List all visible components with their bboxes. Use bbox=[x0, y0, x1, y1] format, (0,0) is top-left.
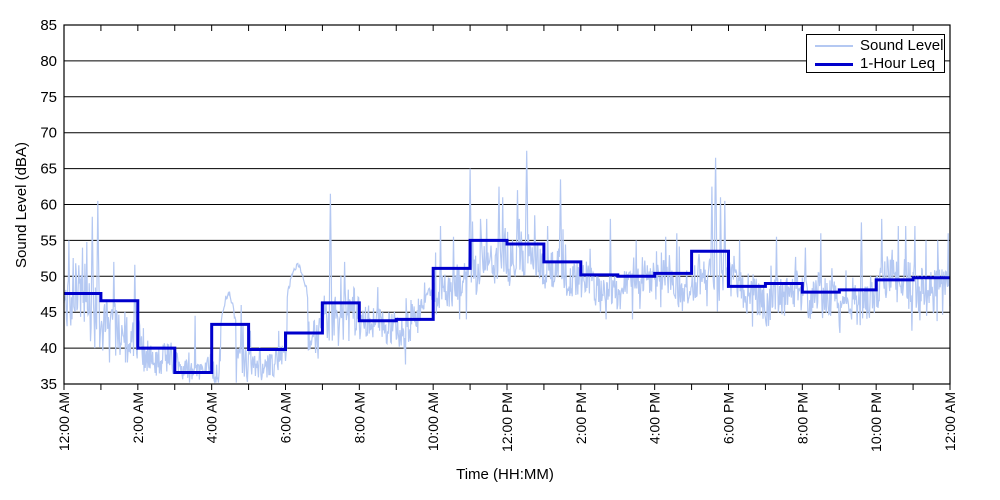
y-tick-label: 80 bbox=[40, 53, 57, 70]
leq-series bbox=[64, 238, 950, 374]
legend-label-sound-level: Sound Level bbox=[860, 37, 944, 54]
y-tick-label: 35 bbox=[40, 376, 57, 393]
y-tick-label: 65 bbox=[40, 161, 57, 178]
y-tick-label: 55 bbox=[40, 232, 57, 249]
x-tick-label: 8:00 AM bbox=[351, 392, 367, 443]
x-tick-label: 8:00 PM bbox=[794, 392, 810, 444]
y-tick-label: 45 bbox=[40, 304, 57, 321]
y-tick-label: 75 bbox=[40, 89, 57, 106]
x-tick-label: 4:00 AM bbox=[204, 392, 220, 443]
x-tick-label: 10:00 PM bbox=[868, 392, 884, 452]
leq-line-swatch bbox=[815, 62, 853, 66]
x-tick-label: 6:00 AM bbox=[278, 392, 294, 443]
sound-level-line-swatch bbox=[815, 45, 853, 47]
x-tick-label: 4:00 PM bbox=[647, 392, 663, 444]
x-tick-label: 2:00 AM bbox=[130, 392, 146, 443]
y-tick-label: 85 bbox=[40, 17, 57, 34]
x-tick-label: 12:00 PM bbox=[499, 392, 515, 452]
x-tick-label: 2:00 PM bbox=[573, 392, 589, 444]
x-axis-title: Time (HH:MM) bbox=[456, 466, 554, 483]
legend-entry-leq: 1-Hour Leq bbox=[815, 55, 944, 73]
x-tick-label: 12:00 AM bbox=[56, 392, 72, 451]
legend-label-leq: 1-Hour Leq bbox=[860, 55, 936, 72]
y-tick-label: 40 bbox=[40, 340, 57, 357]
legend-entry-sound-level: Sound Level bbox=[815, 37, 944, 55]
x-tick-label: 10:00 AM bbox=[425, 392, 441, 451]
y-tick-label: 60 bbox=[40, 197, 57, 214]
x-tick-label: 12:00 AM bbox=[942, 392, 958, 451]
x-tick-label: 6:00 PM bbox=[721, 392, 737, 444]
legend: Sound Level 1-Hour Leq bbox=[806, 34, 945, 73]
y-axis-title: Sound Level (dBA) bbox=[13, 142, 30, 268]
y-tick-label: 50 bbox=[40, 268, 57, 285]
y-tick-label: 70 bbox=[40, 125, 57, 142]
